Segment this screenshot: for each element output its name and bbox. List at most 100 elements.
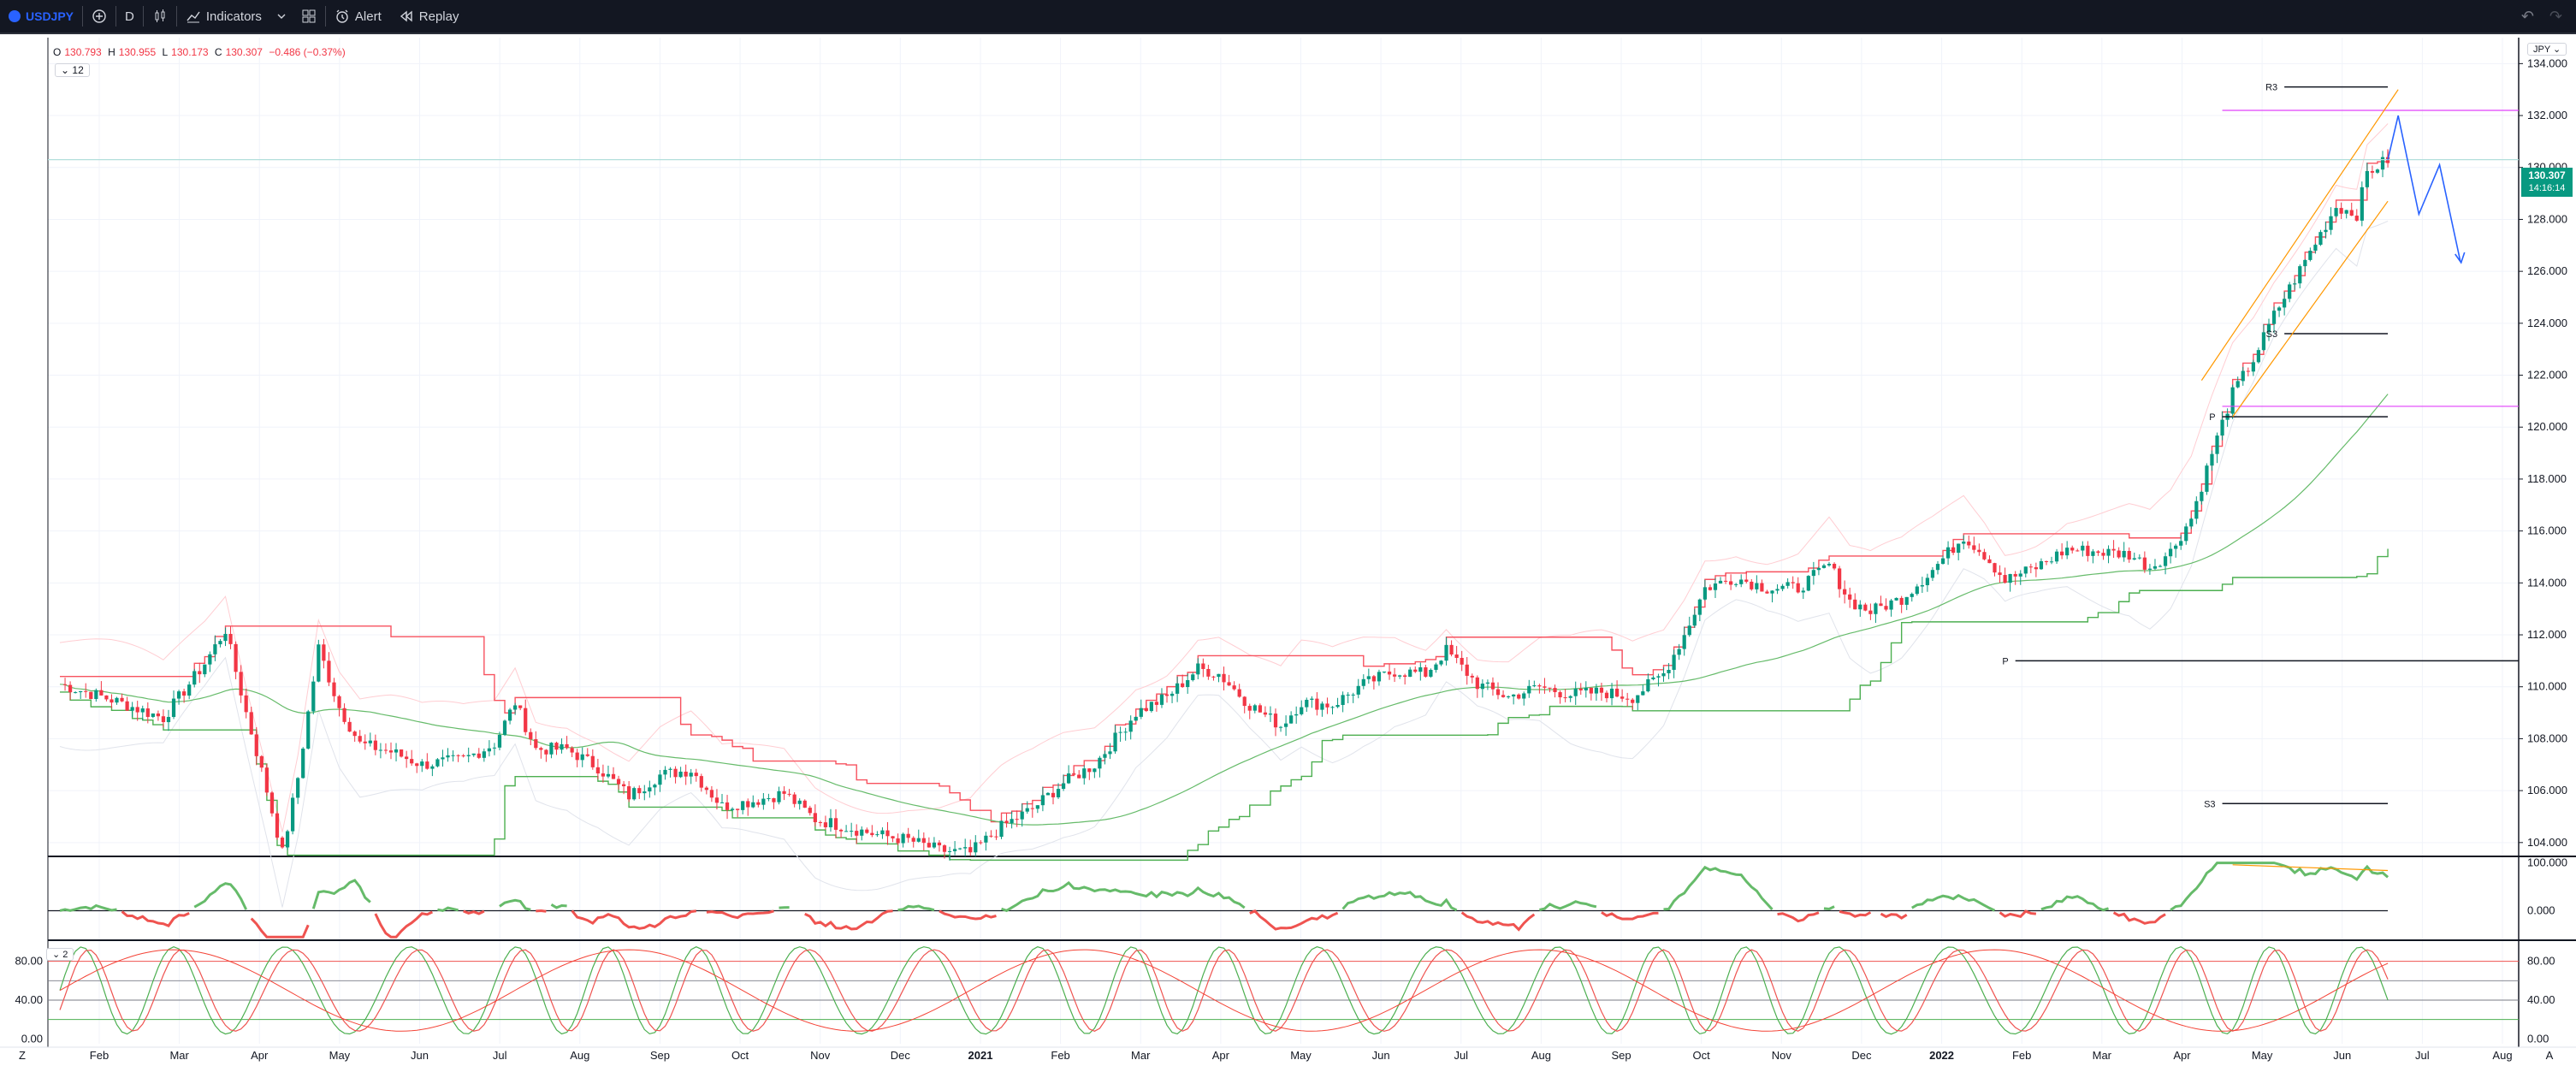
pane2-negative-line [121, 909, 2166, 939]
indicators-collapse-button[interactable]: ⌄ 12 [55, 63, 90, 77]
undo-icon[interactable]: ↶ [2520, 7, 2534, 25]
candle-body [1330, 707, 1335, 708]
candle-body [994, 836, 998, 838]
pane3-y-tick-label: 0.00 [2527, 1032, 2549, 1045]
symbol-search-button[interactable]: USDJPY [0, 0, 82, 33]
candle-body [1578, 688, 1583, 690]
candle-body [1175, 683, 1180, 694]
last-price: 130.307 [2528, 169, 2566, 181]
candle-body [1517, 694, 1521, 699]
alert-button[interactable]: Alert [326, 0, 390, 33]
candle-body [1247, 706, 1252, 711]
candle-body [1217, 673, 1221, 678]
candle-body [906, 833, 910, 838]
candle-body [1703, 587, 1708, 600]
candle-body [296, 778, 300, 798]
auto-scale-label: A [2546, 1049, 2554, 1062]
candle-body [885, 830, 890, 837]
candle-body [1490, 682, 1495, 690]
candle-body [1300, 707, 1304, 714]
x-tick-label: 2022 [1929, 1049, 1954, 1062]
layout-button[interactable] [293, 0, 325, 33]
candle-body [1387, 671, 1392, 675]
candle-body [1832, 564, 1837, 569]
currency-selector[interactable]: JPY ⌄ [2527, 43, 2567, 56]
candle-body [1403, 675, 1407, 678]
candle-body [94, 690, 98, 700]
pane3-long-line [59, 949, 2389, 1032]
candle-body [2184, 526, 2188, 542]
plus-circle-icon [92, 9, 107, 24]
candle-body [952, 849, 957, 851]
candle-body [838, 829, 844, 832]
candle-body [1196, 663, 1200, 675]
chevron-down-icon [274, 9, 289, 24]
candle-body [725, 802, 730, 810]
candle-body [1191, 674, 1195, 680]
candle-body [1398, 675, 1402, 677]
candle-body [342, 708, 346, 722]
candle-body [1765, 591, 1769, 594]
rewind-icon [399, 9, 414, 24]
candle-body [264, 767, 269, 793]
candle-body [534, 739, 538, 749]
candle-body [2142, 557, 2147, 570]
candle-body [1429, 669, 1433, 677]
candle-body [410, 759, 414, 764]
pane3-indicator-count: 2 [62, 950, 68, 960]
candle-body [1982, 552, 1987, 560]
candle-body [1682, 635, 1686, 649]
compare-symbol-button[interactable] [83, 0, 115, 33]
indicator-templates-button[interactable] [270, 0, 293, 33]
candle-body [482, 751, 486, 758]
candle-body [2266, 323, 2271, 333]
candle-body [1744, 579, 1749, 582]
interval-label: D [125, 9, 134, 24]
candles [62, 151, 2390, 861]
candle-body [1739, 579, 1744, 584]
candle-body [1672, 654, 1676, 670]
chart-type-button[interactable] [144, 0, 176, 33]
candle-body [2241, 370, 2245, 382]
candle-body [560, 743, 564, 750]
candle-body [1537, 685, 1542, 687]
channel-lower-line [2232, 200, 2389, 418]
candle-body [1149, 702, 1153, 712]
candle-body [1056, 789, 1061, 797]
candle-body [1522, 693, 1526, 699]
replay-button[interactable]: Replay [390, 0, 468, 33]
candle-body [606, 773, 611, 777]
candle-body [704, 787, 708, 791]
bar-countdown: 14:16:14 [2528, 183, 2566, 193]
y-tick-label: 134.000 [2527, 56, 2567, 69]
candle-body [2054, 551, 2059, 562]
candle-body [720, 802, 725, 803]
candle-body [668, 768, 672, 770]
candle-body [2018, 573, 2022, 577]
indicator-count: 12 [72, 64, 84, 76]
indicators-button[interactable]: Indicators [177, 0, 270, 33]
candle-body [1915, 586, 1919, 595]
grid-layout-icon [301, 9, 317, 24]
candle-body [524, 708, 528, 732]
candle-body [539, 748, 543, 750]
candle-body [570, 748, 574, 753]
pane3-legend-button[interactable]: ⌄ 2 [46, 948, 74, 961]
candle-body [580, 754, 584, 761]
candle-body [1853, 599, 1857, 610]
x-tick-label: Jul [493, 1049, 507, 1062]
candle-body [1072, 773, 1076, 775]
candle-body [2153, 566, 2158, 569]
redo-icon[interactable]: ↷ [2549, 7, 2562, 25]
candle-body [2349, 210, 2354, 216]
interval-button[interactable]: D [116, 0, 143, 33]
candle-body [2283, 299, 2287, 308]
candle-body [1879, 603, 1883, 607]
chart-canvas[interactable]: 134.000132.000130.000128.000126.000124.0… [0, 34, 2576, 1066]
candle-body [1377, 672, 1382, 682]
candle-body [2106, 548, 2111, 556]
x-tick-label: Jun [411, 1049, 429, 1062]
main-pane [48, 38, 2519, 856]
x-tick-label: Jul [2415, 1049, 2430, 1062]
x-tick-label: Aug [570, 1049, 589, 1062]
